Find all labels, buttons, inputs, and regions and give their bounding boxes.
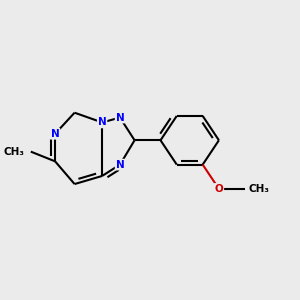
Text: N: N bbox=[116, 112, 124, 123]
Text: O: O bbox=[214, 184, 223, 194]
Text: N: N bbox=[51, 129, 59, 139]
Text: CH₃: CH₃ bbox=[3, 147, 24, 157]
Text: CH₃: CH₃ bbox=[248, 184, 269, 194]
Text: N: N bbox=[116, 160, 124, 170]
Text: N: N bbox=[98, 117, 106, 128]
